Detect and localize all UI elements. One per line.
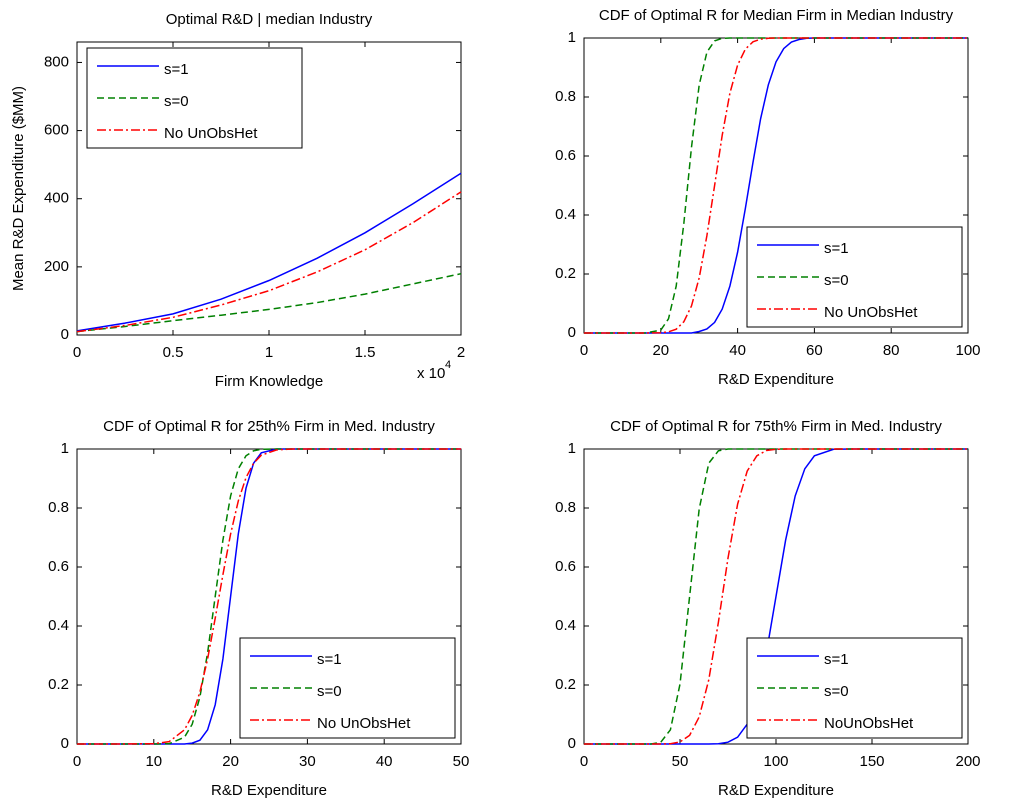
x-tick-label: 80 [883,342,900,359]
y-tick-label: 1 [568,440,576,457]
y-tick-label: 200 [44,258,69,275]
x-tick-label: 50 [672,753,689,770]
legend-label: s=1 [317,651,342,668]
y-tick-label: 600 [44,122,69,139]
subplot-title: Optimal R&D | median Industry [166,11,373,28]
y-tick-label: 0.2 [555,676,576,693]
y-tick-label: 0 [61,326,69,343]
subplot: CDF of Optimal R for Median Firm in Medi… [555,7,980,388]
x-tick-label: 0 [73,753,81,770]
subplot: CDF of Optimal R for 25th% Firm in Med. … [48,418,469,799]
legend-label: No UnObsHet [317,715,411,732]
y-tick-label: 1 [61,440,69,457]
y-tick-label: 0.4 [555,206,576,223]
y-tick-label: 400 [44,190,69,207]
y-tick-label: 0 [568,324,576,341]
x-tick-label: 0.5 [163,344,184,361]
series-line [584,448,968,745]
x-axis-label: R&D Expenditure [718,371,834,388]
x-tick-label: 20 [652,342,669,359]
legend-label: NoUnObsHet [824,715,914,732]
x-tick-label: 1 [265,344,273,361]
y-tick-label: 0 [568,735,576,752]
x-tick-label: 1.5 [355,344,376,361]
x-tick-label: 40 [376,753,393,770]
x-tick-label: 10 [145,753,162,770]
series-line [584,37,968,334]
y-tick-label: 0.2 [555,265,576,282]
legend-label: No UnObsHet [164,125,258,142]
legend-label: s=1 [824,651,849,668]
x-tick-label: 20 [222,753,239,770]
y-tick-label: 0.6 [555,558,576,575]
x-tick-label: 0 [580,753,588,770]
subplot: CDF of Optimal R for 75th% Firm in Med. … [555,418,980,799]
subplot-title: CDF of Optimal R for 75th% Firm in Med. … [610,418,942,435]
legend-label: No UnObsHet [824,304,918,321]
y-tick-label: 0.8 [48,499,69,516]
y-tick-label: 0.2 [48,676,69,693]
series-line [77,448,461,745]
legend-label: s=0 [164,93,189,110]
subplot-title: CDF of Optimal R for 25th% Firm in Med. … [103,418,435,435]
y-tick-label: 0.6 [555,147,576,164]
y-tick-label: 0.8 [555,499,576,516]
x-tick-label: 60 [806,342,823,359]
legend-label: s=1 [164,61,189,78]
x-axis-label: Firm Knowledge [215,373,323,390]
subplot-title: CDF of Optimal R for Median Firm in Medi… [599,7,954,24]
x-tick-label: 100 [955,342,980,359]
legend-label: s=1 [824,240,849,257]
x-tick-label: 100 [763,753,788,770]
x-tick-label: 150 [859,753,884,770]
x-tick-label: 0 [580,342,588,359]
x-tick-label: 50 [453,753,470,770]
legend-label: s=0 [317,683,342,700]
x-offset-text: x 10 [417,365,445,382]
x-tick-label: 30 [299,753,316,770]
y-tick-label: 0.4 [555,617,576,634]
series-line [76,272,462,333]
y-tick-label: 0.6 [48,558,69,575]
x-tick-label: 40 [729,342,746,359]
legend-box [746,637,963,739]
series-line [584,448,968,745]
series-line [76,172,462,332]
series-line [584,37,968,334]
y-tick-label: 0.4 [48,617,69,634]
subplot: Optimal R&D | median Industry 0 0.5 1 1.5 2 0 2… [10,11,465,390]
y-tick-label: 1 [568,29,576,46]
x-axis-label: R&D Expenditure [211,782,327,799]
x-offset-exponent: 4 [445,359,451,371]
legend-label: s=0 [824,272,849,289]
x-tick-label: 200 [955,753,980,770]
y-tick-label: 0 [61,735,69,752]
x-tick-label: 0 [73,344,81,361]
y-tick-label: 0.8 [555,88,576,105]
series-line [76,191,462,333]
x-tick-label: 2 [457,344,465,361]
y-axis-label: Mean R&D Expenditure ($MM) [10,86,27,291]
legend-label: s=0 [824,683,849,700]
series-line [584,37,968,334]
y-tick-label: 800 [44,53,69,70]
x-axis-label: R&D Expenditure [718,782,834,799]
